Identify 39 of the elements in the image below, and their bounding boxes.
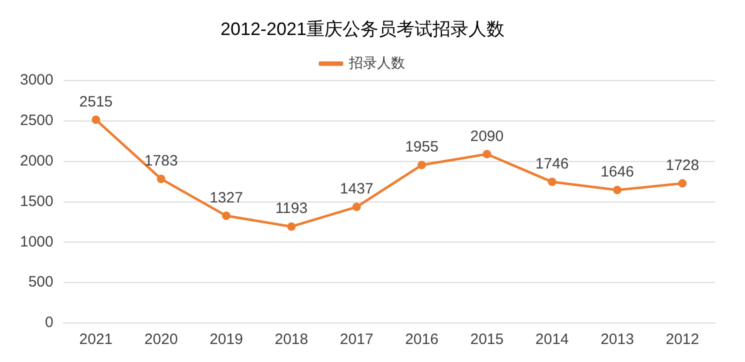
data-label: 1193 [275, 200, 308, 218]
x-tick-label: 2016 [405, 331, 438, 348]
point [352, 202, 361, 212]
data-label: 1437 [340, 180, 374, 198]
x-tick-label: 2014 [535, 331, 569, 348]
data-label: 1728 [666, 157, 700, 174]
point [222, 212, 231, 220]
x-tick-label: 2019 [210, 331, 243, 348]
x-tick-label: 2012 [666, 331, 700, 348]
y-tick-label: 0 [45, 314, 54, 332]
x-tick-label: 2013 [600, 331, 634, 348]
x-tick-label: 2017 [340, 331, 374, 348]
x-tick-label: 2020 [144, 331, 178, 348]
x-tick-label: 2021 [79, 331, 113, 348]
x-tick-label: 2018 [274, 331, 308, 348]
point [287, 222, 296, 231]
point [482, 150, 492, 158]
data-label: 2090 [470, 128, 504, 145]
point [548, 178, 556, 186]
data-label: 1327 [210, 189, 243, 206]
point [613, 186, 622, 194]
y-tick-label: 3000 [20, 72, 54, 89]
chart-title: 2012-2021重庆公务员考试招录人数 [220, 18, 505, 39]
x-tick-label: 2015 [470, 331, 504, 348]
data-label: 1746 [535, 156, 569, 173]
data-label: 1955 [405, 138, 438, 156]
point [92, 116, 100, 124]
y-tick-label: 500 [28, 274, 54, 291]
data-label: 1646 [600, 164, 634, 181]
point [418, 160, 426, 170]
y-tick-label: 2000 [20, 152, 54, 170]
point [156, 174, 166, 184]
point [678, 179, 687, 188]
legend-label: 招录人数 [348, 54, 405, 70]
data-label: 1783 [144, 152, 178, 170]
y-tick-label: 1500 [20, 192, 54, 210]
y-tick-label: 1000 [20, 233, 54, 250]
data-label: 2515 [79, 93, 113, 110]
y-tick-label: 2500 [20, 112, 54, 130]
